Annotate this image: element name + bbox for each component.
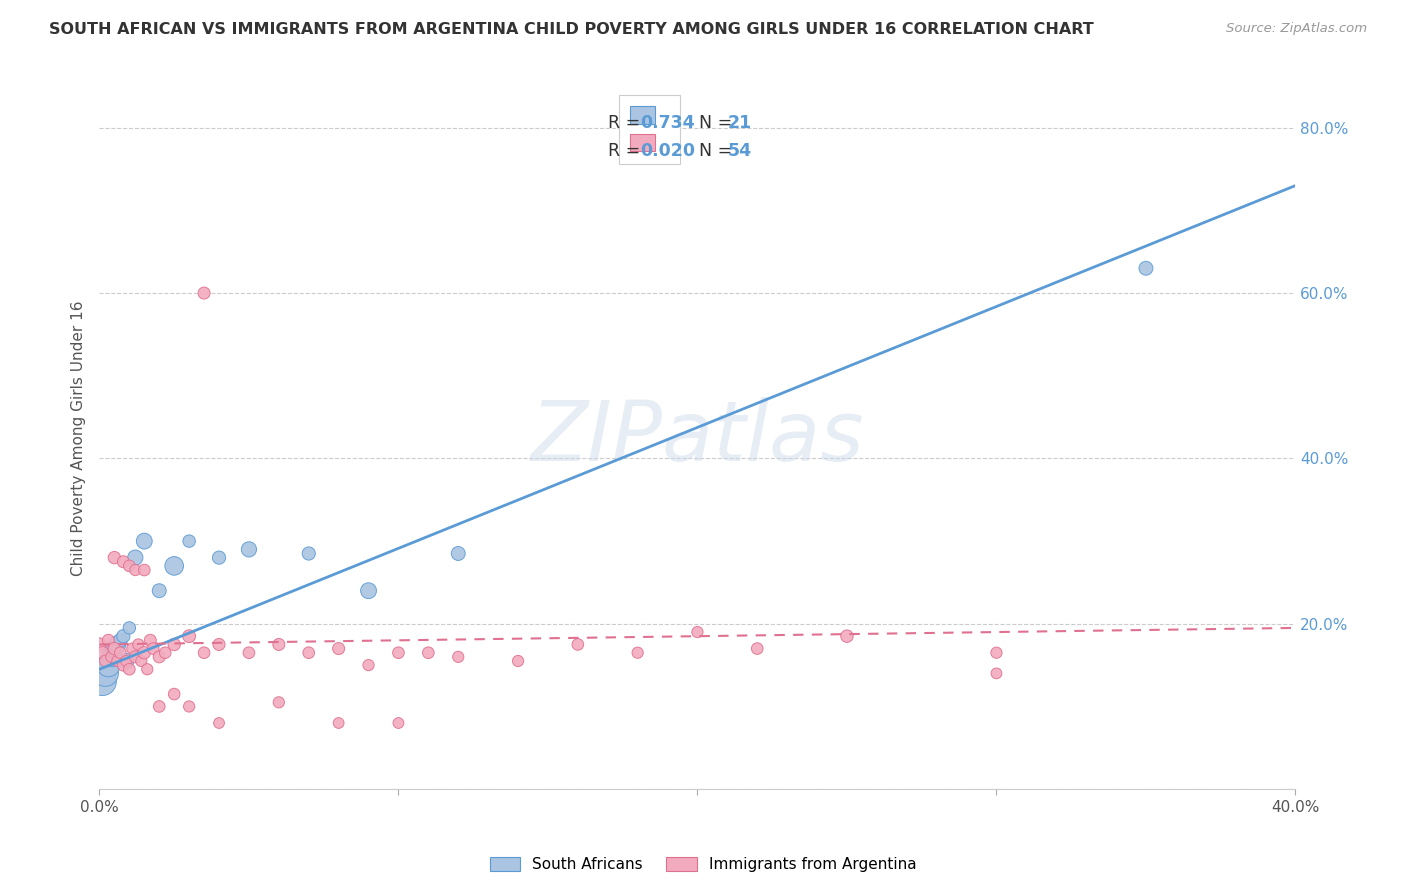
Point <box>97 658 120 673</box>
Point <box>447 547 470 561</box>
Point <box>94 666 117 681</box>
Point <box>567 637 589 651</box>
Point <box>208 637 231 651</box>
Point <box>115 654 138 668</box>
Point <box>357 658 380 673</box>
Point <box>148 699 170 714</box>
Point <box>112 629 135 643</box>
Point <box>986 646 1008 660</box>
Text: 21: 21 <box>727 114 752 132</box>
Text: N =: N = <box>688 114 738 132</box>
Y-axis label: Child Poverty Among Girls Under 16: Child Poverty Among Girls Under 16 <box>72 300 86 575</box>
Point <box>124 563 146 577</box>
Point <box>193 286 215 301</box>
Point <box>129 654 152 668</box>
Point <box>105 654 128 668</box>
Point <box>121 641 143 656</box>
Point <box>103 641 125 656</box>
Point <box>148 583 170 598</box>
Point <box>357 583 380 598</box>
Point <box>139 633 162 648</box>
Point <box>627 646 650 660</box>
Point <box>97 633 120 648</box>
Text: ZIPatlas: ZIPatlas <box>530 397 865 478</box>
Point <box>835 629 858 643</box>
Legend: South Africans, Immigrants from Argentina: South Africans, Immigrants from Argentin… <box>482 849 924 880</box>
Point <box>328 716 350 731</box>
Point <box>506 654 529 668</box>
Text: 0.020: 0.020 <box>640 142 695 160</box>
Point <box>328 641 350 656</box>
Point <box>110 633 132 648</box>
Point <box>124 649 146 664</box>
Point <box>100 649 122 664</box>
Point <box>387 716 409 731</box>
Point <box>447 649 470 664</box>
Point <box>387 646 409 660</box>
Point <box>91 674 114 689</box>
Point <box>112 555 135 569</box>
Point <box>118 662 141 676</box>
Point <box>134 534 156 549</box>
Point <box>238 542 260 557</box>
Text: 0.734: 0.734 <box>640 114 695 132</box>
Point <box>118 558 141 573</box>
Text: N =: N = <box>688 142 738 160</box>
Point <box>136 662 159 676</box>
Point <box>148 649 170 664</box>
Point <box>418 646 440 660</box>
Point <box>179 534 201 549</box>
Text: R =: R = <box>607 142 645 160</box>
Point <box>208 716 231 731</box>
Point <box>89 637 111 651</box>
Point <box>124 550 146 565</box>
Point <box>112 658 135 673</box>
Point <box>163 687 186 701</box>
Point <box>163 558 186 573</box>
Point <box>91 646 114 660</box>
Point <box>1135 261 1157 276</box>
Point <box>747 641 769 656</box>
Point <box>103 550 125 565</box>
Point <box>267 637 290 651</box>
Point <box>105 637 128 651</box>
Point <box>986 666 1008 681</box>
Point <box>127 637 149 651</box>
Text: R =: R = <box>607 114 645 132</box>
Point <box>94 654 117 668</box>
Point <box>103 641 125 656</box>
Text: 54: 54 <box>727 142 751 160</box>
Point <box>179 629 201 643</box>
Point <box>163 637 186 651</box>
Text: Source: ZipAtlas.com: Source: ZipAtlas.com <box>1226 22 1367 36</box>
Point <box>110 646 132 660</box>
Point <box>142 641 165 656</box>
Legend: , : , <box>619 95 681 164</box>
Point <box>193 646 215 660</box>
Point <box>115 654 138 668</box>
Point <box>179 699 201 714</box>
Point <box>298 646 321 660</box>
Point <box>118 621 141 635</box>
Point <box>134 563 156 577</box>
Point <box>298 547 321 561</box>
Point <box>155 646 177 660</box>
Point <box>100 649 122 664</box>
Point <box>267 695 290 709</box>
Point <box>134 646 156 660</box>
Point <box>686 625 709 640</box>
Point <box>208 550 231 565</box>
Point <box>238 646 260 660</box>
Text: SOUTH AFRICAN VS IMMIGRANTS FROM ARGENTINA CHILD POVERTY AMONG GIRLS UNDER 16 CO: SOUTH AFRICAN VS IMMIGRANTS FROM ARGENTI… <box>49 22 1094 37</box>
